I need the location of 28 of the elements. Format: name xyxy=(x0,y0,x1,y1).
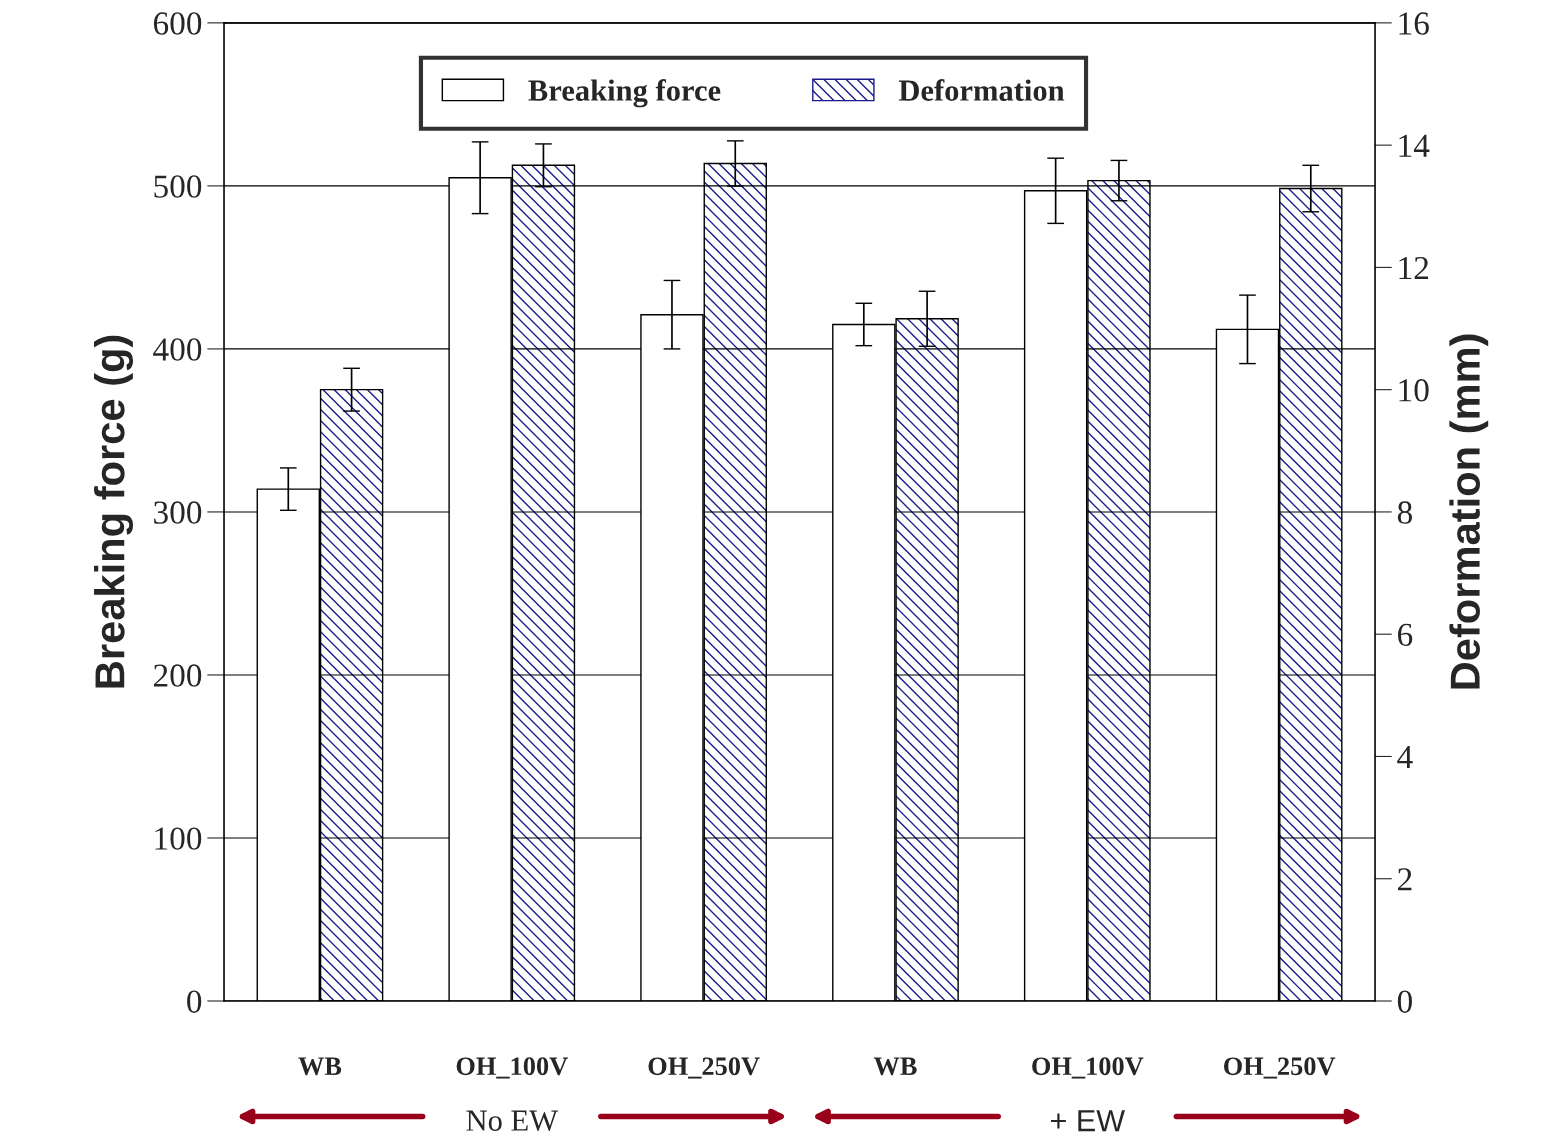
y2-tick-label: 14 xyxy=(1399,134,1430,157)
y2-tick-label: 0 xyxy=(1397,990,1412,1013)
y-tick-label: 200 xyxy=(153,664,202,687)
x-tick-label: OH_250V xyxy=(648,1057,760,1079)
text: + EW xyxy=(1051,1110,1125,1132)
y-tick-label: 300 xyxy=(154,501,202,524)
y2-tick-label: 6 xyxy=(1398,623,1413,647)
x-tick-label: WB xyxy=(873,1057,917,1076)
text: No EW xyxy=(466,1110,558,1132)
y2-tick-label: 4 xyxy=(1397,746,1413,769)
legend-label: Deformation xyxy=(898,79,1065,101)
y-tick-label: 600 xyxy=(153,12,202,35)
legend-label: Breaking force xyxy=(528,79,721,108)
y-tick-label: 500 xyxy=(154,175,202,198)
y2-tick-label: 12 xyxy=(1399,256,1429,279)
y2-tick-label: 2 xyxy=(1398,868,1412,891)
y-tick-label: 0 xyxy=(187,990,202,1013)
x-tick-label: OH_100V xyxy=(456,1057,568,1079)
x-tick-label: OH_100V xyxy=(1032,1057,1144,1079)
y-tick-label: 100 xyxy=(155,827,202,850)
y2-axis-title: Deformation (mm) xyxy=(1449,334,1489,689)
y-axis-title: Breaking force (g) xyxy=(94,335,134,688)
y2-tick-label: 10 xyxy=(1399,379,1429,402)
x-tick-label: OH_250V xyxy=(1223,1057,1336,1079)
x-tick-label: WB xyxy=(298,1057,342,1076)
y-tick-label: 400 xyxy=(153,338,202,361)
y2-tick-label: 16 xyxy=(1399,12,1429,35)
y2-tick-label: 8 xyxy=(1397,501,1412,524)
